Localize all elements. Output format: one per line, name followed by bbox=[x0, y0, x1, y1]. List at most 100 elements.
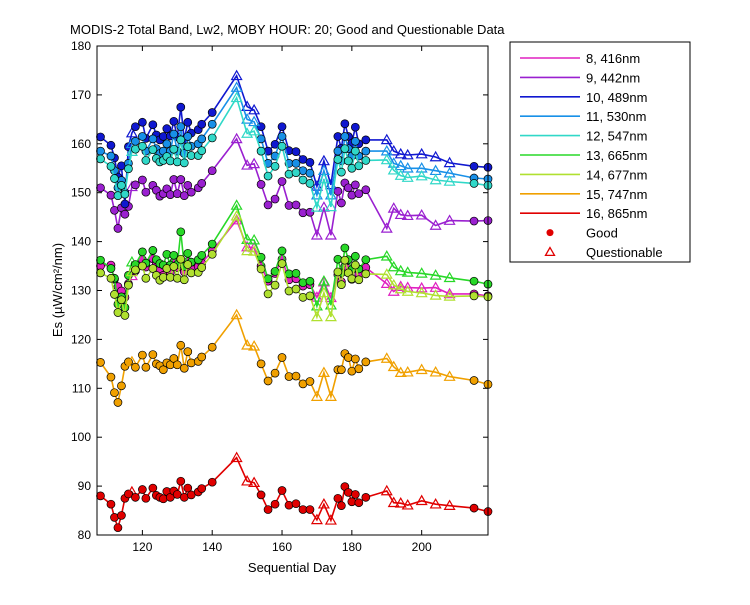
data-point-questionable bbox=[230, 81, 243, 92]
data-point-questionable bbox=[230, 308, 243, 320]
legend-marker-good bbox=[546, 229, 554, 237]
data-point-questionable bbox=[387, 278, 400, 290]
data-point-questionable bbox=[317, 366, 330, 378]
data-point-good bbox=[113, 224, 123, 233]
data-point-questionable bbox=[429, 150, 442, 162]
data-point-good bbox=[263, 171, 273, 181]
data-point-good bbox=[113, 523, 123, 533]
data-point-questionable bbox=[394, 208, 407, 220]
data-point-good bbox=[183, 347, 193, 356]
data-point-good bbox=[106, 140, 116, 150]
data-point-good bbox=[148, 483, 158, 493]
data-point-good bbox=[305, 291, 315, 301]
data-point-good bbox=[110, 174, 119, 183]
data-point-good bbox=[469, 161, 479, 171]
y-tick-label: 80 bbox=[78, 528, 92, 542]
data-point-good bbox=[256, 180, 266, 189]
data-point-good bbox=[354, 498, 364, 508]
data-point-questionable bbox=[380, 222, 393, 233]
data-point-good bbox=[117, 511, 126, 520]
data-point-questionable bbox=[443, 370, 456, 381]
data-point-questionable bbox=[324, 200, 337, 212]
data-point-good bbox=[347, 190, 357, 200]
data-point-good bbox=[169, 116, 179, 126]
legend-label: 16, 865nm bbox=[586, 206, 647, 221]
data-point-good bbox=[291, 147, 301, 156]
data-point-good bbox=[124, 280, 133, 290]
y-tick-label: 150 bbox=[71, 186, 91, 200]
data-point-good bbox=[354, 275, 364, 285]
data-point-good bbox=[106, 151, 116, 161]
data-point-good bbox=[176, 476, 186, 486]
data-point-good bbox=[183, 260, 193, 269]
data-point-good bbox=[350, 251, 360, 261]
data-point-questionable bbox=[415, 267, 428, 278]
data-point-good bbox=[270, 280, 280, 290]
data-point-good bbox=[131, 492, 140, 502]
data-point-good bbox=[344, 156, 353, 166]
data-point-questionable bbox=[429, 497, 442, 509]
data-point-good bbox=[183, 181, 193, 190]
data-point-good bbox=[270, 161, 280, 171]
data-point-good bbox=[270, 499, 280, 509]
data-point-good bbox=[256, 264, 266, 274]
data-point-questionable bbox=[324, 310, 337, 322]
data-point-good bbox=[148, 145, 158, 155]
data-point-good bbox=[298, 278, 308, 288]
data-point-good bbox=[350, 260, 360, 270]
data-point-good bbox=[337, 198, 346, 208]
data-point-good bbox=[141, 187, 151, 197]
data-point-questionable bbox=[230, 199, 243, 210]
y-tick-label: 180 bbox=[71, 39, 91, 53]
data-point-good bbox=[106, 372, 116, 382]
legend-marker-questionable bbox=[544, 246, 556, 257]
data-point-questionable bbox=[241, 159, 254, 170]
data-point-good bbox=[197, 352, 207, 362]
data-point-questionable bbox=[248, 233, 261, 245]
legend: 8, 416nm 9, 442nm 10, 489nm 11, 530nm 12, 54… bbox=[509, 41, 691, 263]
data-point-good bbox=[350, 122, 360, 132]
data-point-good bbox=[138, 132, 147, 141]
data-point-good bbox=[138, 175, 147, 185]
legend-label: 13, 665nm bbox=[586, 148, 647, 163]
data-point-questionable bbox=[310, 229, 323, 240]
x-tick-label: 160 bbox=[272, 540, 292, 554]
data-point-questionable bbox=[415, 286, 428, 298]
legend-label: 9, 442nm bbox=[586, 70, 640, 85]
data-point-questionable bbox=[401, 171, 414, 182]
data-point-good bbox=[337, 501, 346, 511]
data-point-good bbox=[305, 168, 315, 178]
data-point-questionable bbox=[429, 289, 442, 300]
data-point-questionable bbox=[387, 202, 400, 213]
y-tick-label: 120 bbox=[71, 332, 91, 346]
data-point-questionable bbox=[387, 144, 400, 156]
series-3 bbox=[96, 81, 493, 200]
data-point-questionable bbox=[310, 201, 323, 212]
data-point-good bbox=[120, 311, 130, 320]
data-point-good bbox=[298, 175, 308, 185]
data-point-good bbox=[96, 132, 105, 142]
data-point-good bbox=[131, 122, 140, 132]
data-point-questionable bbox=[241, 113, 254, 124]
data-point-good bbox=[207, 249, 217, 259]
data-point-good bbox=[207, 239, 217, 249]
data-point-good bbox=[176, 122, 186, 132]
data-point-good bbox=[361, 185, 371, 195]
data-point-good bbox=[117, 295, 126, 305]
data-point-good bbox=[340, 255, 350, 265]
data-point-good bbox=[176, 254, 186, 264]
data-point-good bbox=[120, 199, 130, 209]
data-point-questionable bbox=[415, 169, 428, 181]
legend-label: Questionable bbox=[586, 245, 663, 260]
x-tick-label: 200 bbox=[412, 540, 432, 554]
data-point-good bbox=[305, 276, 315, 286]
data-point-good bbox=[186, 358, 196, 368]
data-point-good bbox=[162, 139, 172, 149]
data-point-questionable bbox=[241, 233, 254, 244]
data-point-good bbox=[270, 368, 280, 378]
data-point-good bbox=[117, 381, 126, 391]
data-point-good bbox=[337, 280, 346, 289]
data-point-questionable bbox=[394, 497, 407, 508]
data-point-good bbox=[197, 179, 207, 188]
data-point-good bbox=[340, 144, 350, 154]
